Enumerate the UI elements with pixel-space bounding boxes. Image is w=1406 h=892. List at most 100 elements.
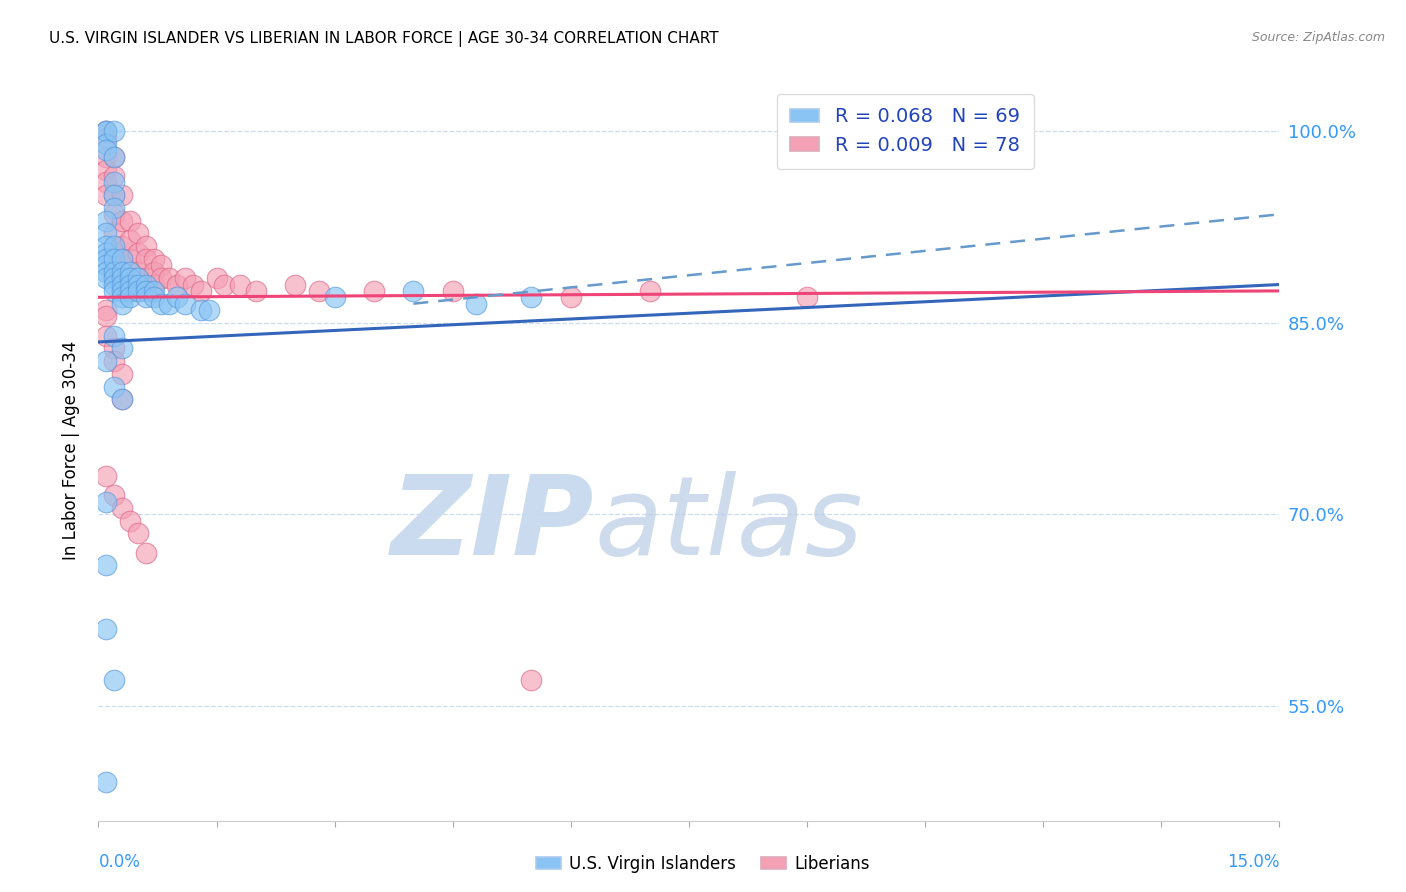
Point xyxy=(96,188,118,202)
Point xyxy=(118,284,141,298)
Point xyxy=(111,367,134,381)
Point xyxy=(157,271,180,285)
Point xyxy=(103,227,125,241)
Point xyxy=(127,277,149,292)
Point xyxy=(465,296,488,310)
Point xyxy=(111,265,134,279)
Point xyxy=(111,277,134,292)
Point xyxy=(560,290,582,304)
Point xyxy=(142,277,165,292)
Point xyxy=(118,284,141,298)
Point xyxy=(135,545,157,559)
Point xyxy=(111,290,134,304)
Point xyxy=(214,277,236,292)
Point xyxy=(229,277,252,292)
Point xyxy=(111,265,134,279)
Point xyxy=(103,239,125,253)
Point xyxy=(103,354,125,368)
Point xyxy=(111,239,134,253)
Point xyxy=(111,296,134,310)
Point xyxy=(402,284,425,298)
Point xyxy=(96,252,118,266)
Text: atlas: atlas xyxy=(595,471,863,578)
Text: U.S. VIRGIN ISLANDER VS LIBERIAN IN LABOR FORCE | AGE 30-34 CORRELATION CHART: U.S. VIRGIN ISLANDER VS LIBERIAN IN LABO… xyxy=(49,31,718,47)
Point xyxy=(96,245,118,260)
Point xyxy=(96,137,118,152)
Point xyxy=(150,296,173,310)
Point xyxy=(96,354,118,368)
Point xyxy=(103,150,125,164)
Point xyxy=(96,150,118,164)
Point xyxy=(103,150,125,164)
Point xyxy=(96,271,118,285)
Point xyxy=(96,328,118,343)
Text: ZIP: ZIP xyxy=(391,471,595,578)
Point xyxy=(520,673,543,688)
Point xyxy=(284,277,307,292)
Text: Source: ZipAtlas.com: Source: ZipAtlas.com xyxy=(1251,31,1385,45)
Point xyxy=(166,290,188,304)
Point xyxy=(103,245,125,260)
Legend: U.S. Virgin Islanders, Liberians: U.S. Virgin Islanders, Liberians xyxy=(529,848,877,880)
Point xyxy=(103,175,125,189)
Point xyxy=(111,213,134,227)
Point xyxy=(118,233,141,247)
Point xyxy=(103,252,125,266)
Point xyxy=(111,342,134,356)
Point xyxy=(111,252,134,266)
Point xyxy=(103,124,125,138)
Point xyxy=(103,201,125,215)
Point xyxy=(96,144,118,158)
Point xyxy=(308,284,330,298)
Point xyxy=(103,188,125,202)
Point xyxy=(520,290,543,304)
Y-axis label: In Labor Force | Age 30-34: In Labor Force | Age 30-34 xyxy=(62,341,80,560)
Point xyxy=(111,500,134,515)
Point xyxy=(135,277,157,292)
Point xyxy=(118,252,141,266)
Point xyxy=(127,284,149,298)
Point xyxy=(142,284,165,298)
Point xyxy=(96,258,118,272)
Point xyxy=(166,277,188,292)
Point xyxy=(135,239,157,253)
Point xyxy=(118,290,141,304)
Point xyxy=(150,271,173,285)
Point xyxy=(118,265,141,279)
Point xyxy=(118,213,141,227)
Point xyxy=(118,514,141,528)
Text: 0.0%: 0.0% xyxy=(98,853,141,871)
Point xyxy=(103,342,125,356)
Point xyxy=(441,284,464,298)
Point xyxy=(150,258,173,272)
Point xyxy=(103,328,125,343)
Point xyxy=(96,124,118,138)
Point xyxy=(118,271,141,285)
Point xyxy=(111,392,134,407)
Point xyxy=(197,303,219,318)
Point xyxy=(118,277,141,292)
Point xyxy=(96,162,118,177)
Text: 15.0%: 15.0% xyxy=(1227,853,1279,871)
Point xyxy=(103,284,125,298)
Point xyxy=(96,124,118,138)
Point xyxy=(103,265,125,279)
Point xyxy=(181,277,204,292)
Point xyxy=(96,622,118,636)
Point xyxy=(96,124,118,138)
Point xyxy=(174,296,197,310)
Point xyxy=(111,271,134,285)
Point xyxy=(96,558,118,573)
Point xyxy=(96,175,118,189)
Point xyxy=(323,290,346,304)
Point xyxy=(96,239,118,253)
Point xyxy=(96,265,118,279)
Point xyxy=(135,284,157,298)
Point xyxy=(111,271,134,285)
Point xyxy=(796,290,818,304)
Legend: R = 0.068   N = 69, R = 0.009   N = 78: R = 0.068 N = 69, R = 0.009 N = 78 xyxy=(776,94,1033,169)
Point xyxy=(363,284,385,298)
Point xyxy=(96,213,118,227)
Point xyxy=(127,526,149,541)
Point xyxy=(111,277,134,292)
